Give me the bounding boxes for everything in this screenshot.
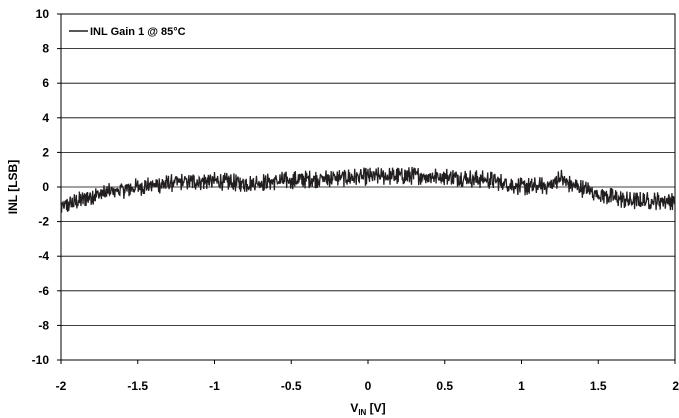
x-tick-label: 2 <box>672 379 679 393</box>
y-tick-label: -8 <box>38 318 49 332</box>
x-tick-label: -1 <box>209 379 220 393</box>
y-tick-label: 4 <box>42 111 49 125</box>
x-axis-label-subscript: IN <box>358 408 366 417</box>
x-tick-label: 0.5 <box>436 379 453 393</box>
y-tick-label: -6 <box>38 284 49 298</box>
series-line-inl-gain-1 <box>60 166 676 213</box>
y-tick-label: 10 <box>36 7 50 21</box>
x-axis-label: VIN [V] <box>350 401 385 417</box>
y-axis-label: INL [LSB] <box>6 160 20 214</box>
x-axis-label-main: V <box>350 401 358 415</box>
y-tick-label: 6 <box>42 76 49 90</box>
y-tick-label: -10 <box>32 353 50 367</box>
y-tick-label: 2 <box>42 145 49 159</box>
x-tick-label: 0 <box>365 379 372 393</box>
x-axis-label-unit: [V] <box>366 401 385 415</box>
y-tick-label: -4 <box>38 249 49 263</box>
legend-entry-inl-gain-1: INL Gain 1 @ 85°C <box>90 26 186 38</box>
y-tick-label: -2 <box>38 215 49 229</box>
x-tick-label: 1.5 <box>590 379 607 393</box>
x-tick-label: -1.5 <box>127 379 148 393</box>
x-tick-label: -2 <box>56 379 67 393</box>
x-tick-label: -0.5 <box>281 379 302 393</box>
legend: INL Gain 1 @ 85°C <box>69 26 186 38</box>
y-axis-ticks: -10 -8 -6 -4 -2 0 2 4 6 8 10 <box>32 7 61 367</box>
y-tick-label: 0 <box>42 180 49 194</box>
x-axis-ticks: -2 -1.5 -1 -0.5 0 0.5 1 1.5 2 <box>56 360 679 393</box>
x-tick-label: 1 <box>518 379 525 393</box>
y-tick-label: 8 <box>42 42 49 56</box>
